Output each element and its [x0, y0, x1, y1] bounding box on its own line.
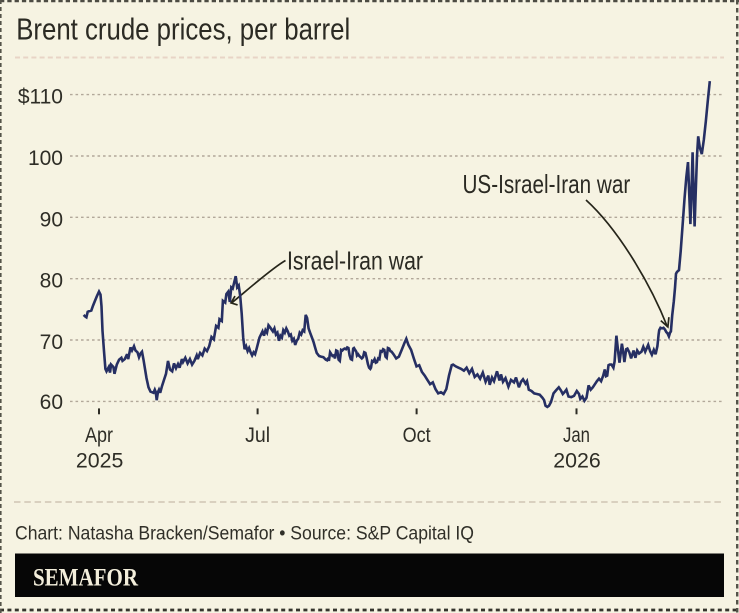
svg-text:SEMAFOR: SEMAFOR: [33, 563, 138, 592]
svg-text:2025: 2025: [76, 450, 124, 473]
svg-text:100: 100: [28, 147, 63, 170]
svg-text:Jul: Jul: [245, 424, 270, 447]
svg-text:Brent crude prices, per barrel: Brent crude prices, per barrel: [16, 13, 350, 47]
svg-text:Apr: Apr: [85, 424, 113, 447]
svg-text:60: 60: [40, 391, 63, 414]
svg-text:80: 80: [40, 270, 63, 293]
svg-text:Chart: Natasha Bracken/Semafor: Chart: Natasha Bracken/Semafor • Source:…: [15, 523, 474, 545]
svg-text:Israel-Iran war: Israel-Iran war: [287, 246, 423, 276]
svg-text:90: 90: [40, 208, 63, 231]
svg-text:Jan: Jan: [563, 424, 590, 447]
svg-text:$110: $110: [18, 86, 63, 109]
svg-text:Oct: Oct: [403, 424, 431, 447]
svg-text:US-Israel-Iran war: US-Israel-Iran war: [463, 169, 631, 199]
svg-text:2026: 2026: [553, 450, 601, 473]
svg-text:70: 70: [40, 331, 63, 354]
